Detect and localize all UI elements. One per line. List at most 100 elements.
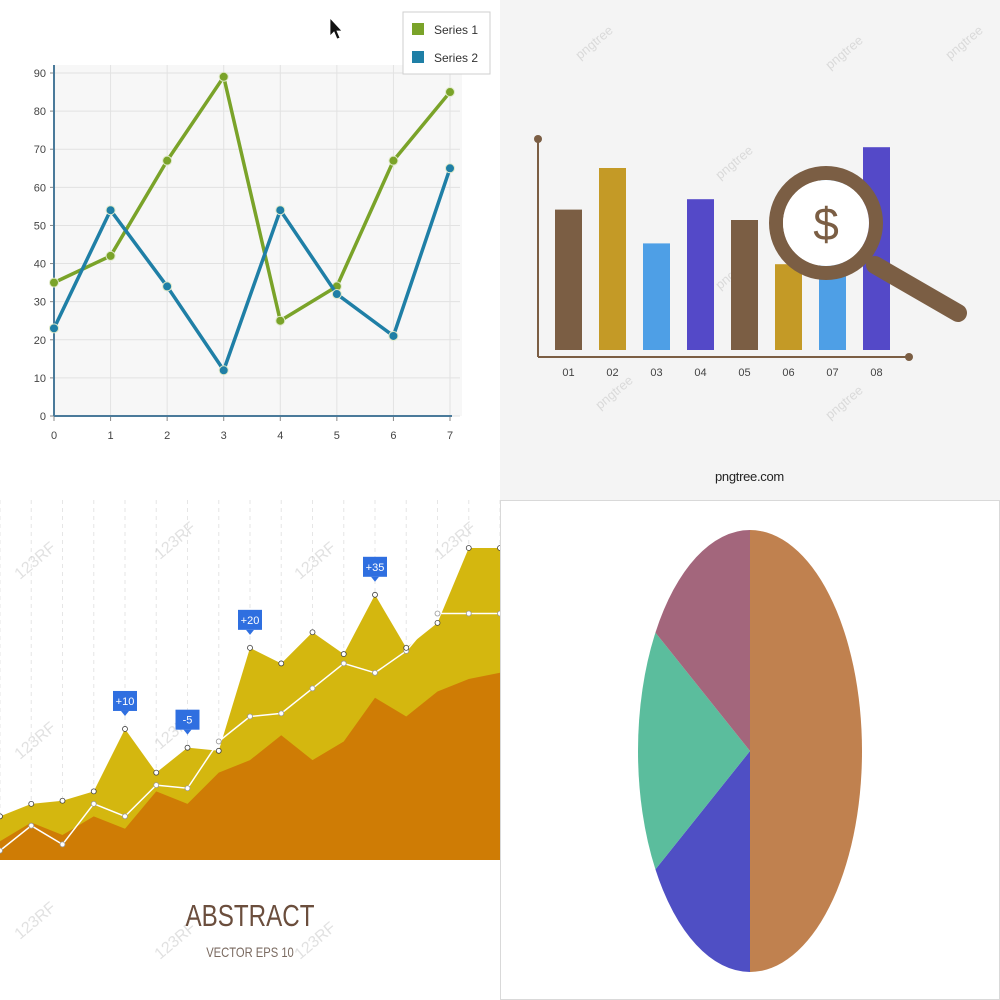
- y-tick-label: 0: [40, 411, 46, 423]
- y-tick-label: 60: [34, 182, 46, 194]
- watermark-text: pngtree: [822, 382, 865, 422]
- dollar-sign-icon: $: [813, 198, 839, 250]
- area-point: [248, 645, 253, 650]
- bar: [555, 210, 582, 350]
- x-tick-label: 5: [334, 430, 340, 442]
- y-tick-label: 80: [34, 106, 46, 118]
- area-point: [29, 801, 34, 806]
- area-point: [279, 661, 284, 666]
- series-2-point: [50, 324, 59, 333]
- series-1-point: [50, 278, 59, 287]
- trend-point: [154, 783, 159, 788]
- trend-point: [60, 842, 65, 847]
- x-tick-label: 05: [738, 367, 750, 379]
- series-1-point: [219, 72, 228, 81]
- x-tick-label: 03: [650, 367, 662, 379]
- bar: [731, 220, 758, 350]
- trend-point: [373, 670, 378, 675]
- watermark-text: 123RF: [292, 539, 340, 583]
- legend-label: Series 2: [434, 51, 478, 65]
- line-chart: 01020304050607080900 1 2 3 4 5 6 7Series 1Serie…: [0, 0, 500, 500]
- bar: [687, 199, 714, 350]
- area-point: [466, 546, 471, 551]
- x-tick-label: 0: [51, 430, 57, 442]
- area-point: [123, 726, 128, 731]
- area-point: [216, 748, 221, 753]
- bar-chart-panel: pngtree pngtree pngtree pngtree pngtree pngtr…: [500, 0, 1000, 500]
- series-2-point: [219, 366, 228, 375]
- trend-point: [279, 711, 284, 716]
- bar: [643, 243, 670, 350]
- y-tick-label: 20: [34, 335, 46, 347]
- axis-end-dot: [905, 353, 913, 361]
- callout-label: +20: [241, 615, 260, 627]
- series-2-point: [389, 331, 398, 340]
- trend-point: [91, 801, 96, 806]
- series-1-point: [446, 88, 455, 97]
- trend-point: [341, 661, 346, 666]
- area-chart-subtitle: VECTOR EPS 10: [50, 944, 450, 960]
- series-2-point: [276, 206, 285, 215]
- watermark-text: 123RF: [152, 519, 200, 563]
- y-tick-label: 30: [34, 297, 46, 309]
- callout-pointer: [371, 577, 379, 582]
- trend-point: [435, 611, 440, 616]
- pie-chart: [501, 501, 1000, 1000]
- plot-background: [54, 65, 462, 416]
- x-tick-label: 1: [108, 430, 114, 442]
- trend-point: [466, 611, 471, 616]
- callout-label: +10: [116, 696, 135, 708]
- area-point: [91, 789, 96, 794]
- line-chart-panel: 0 10 20 30 40 50 60 70 80 90 0 1 2 3 4 5 6 7 Series 1 Serie…: [0, 0, 500, 500]
- y-tick-label: 70: [34, 144, 46, 156]
- trend-point: [310, 686, 315, 691]
- series-1-point: [106, 251, 115, 260]
- x-tick-label: 04: [694, 367, 706, 379]
- trend-point: [0, 848, 3, 853]
- area-point: [435, 620, 440, 625]
- callout-pointer: [246, 630, 254, 635]
- series-1-point: [389, 156, 398, 165]
- x-tick-label: 6: [390, 430, 396, 442]
- area-point: [60, 798, 65, 803]
- mouse-cursor-icon: [330, 18, 342, 39]
- axis-end-dot: [534, 135, 542, 143]
- trend-point: [29, 823, 34, 828]
- watermark-text: pngtree: [822, 32, 865, 72]
- trend-point: [248, 714, 253, 719]
- area-point: [404, 645, 409, 650]
- site-text: pngtree.com: [715, 469, 784, 484]
- x-tick-label: 01: [562, 367, 574, 379]
- y-tick-label: 40: [34, 259, 46, 271]
- x-tick-label: 3: [221, 430, 227, 442]
- area-point: [154, 770, 159, 775]
- area-point: [310, 630, 315, 635]
- series-1-point: [163, 156, 172, 165]
- trend-point: [216, 739, 221, 744]
- area-point: [185, 745, 190, 750]
- callout-pointer: [121, 711, 129, 716]
- x-tick-label: 4: [277, 430, 283, 442]
- watermark-text: 123RF: [12, 539, 60, 583]
- series-2-point: [332, 290, 341, 299]
- trend-point: [185, 786, 190, 791]
- y-tick-label: 10: [34, 373, 46, 385]
- area-point: [341, 652, 346, 657]
- x-tick-label: 2: [164, 430, 170, 442]
- x-tick-label: 07: [826, 367, 838, 379]
- series-1-point: [276, 316, 285, 325]
- watermark-text: pngtree: [712, 142, 755, 182]
- legend-swatch: [412, 51, 424, 63]
- x-tick-label: 02: [606, 367, 618, 379]
- bar: [775, 264, 802, 350]
- callout-label: -5: [183, 715, 193, 727]
- watermark-text: pngtree: [572, 22, 615, 62]
- series-2-point: [106, 206, 115, 215]
- area-point: [373, 592, 378, 597]
- x-tick-label: 08: [870, 367, 882, 379]
- pie-slice: [750, 530, 862, 972]
- series-2-point: [446, 164, 455, 173]
- x-tick-label: 7: [447, 430, 453, 442]
- y-tick-label: 50: [34, 220, 46, 232]
